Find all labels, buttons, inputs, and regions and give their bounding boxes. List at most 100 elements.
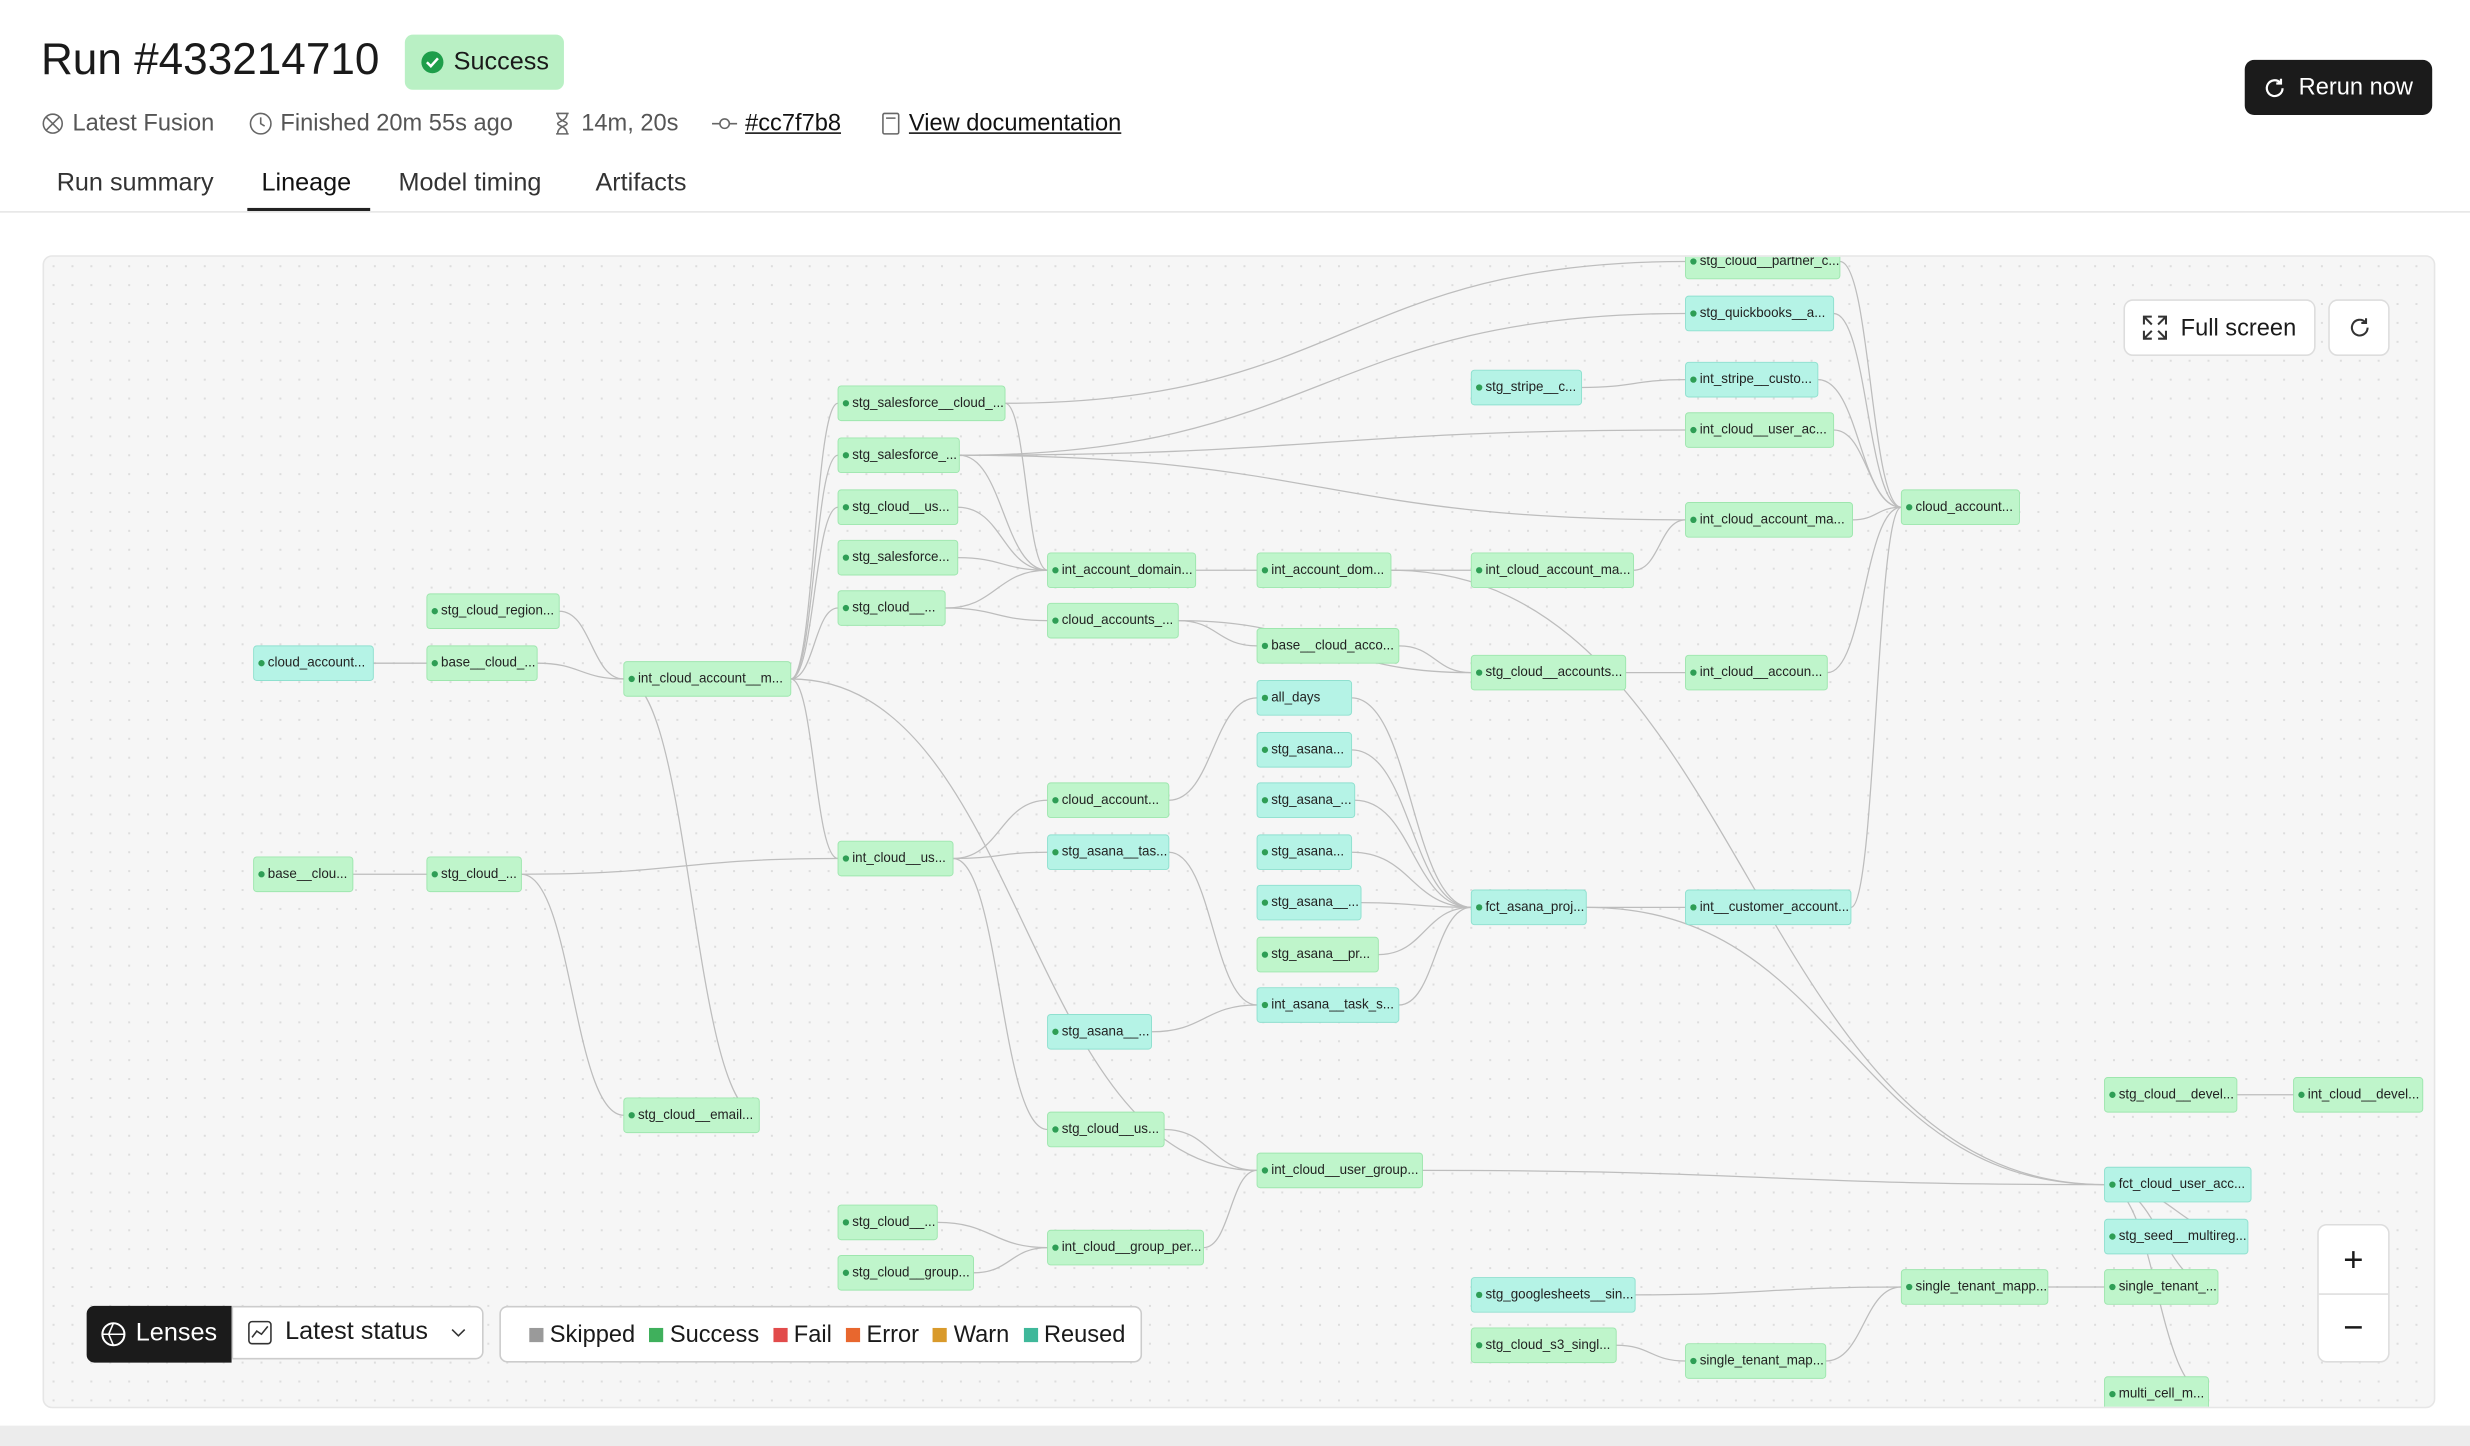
node-label: int_cloud__accoun...	[1700, 664, 1823, 679]
tab-active[interactable]: Lineage	[261, 170, 352, 197]
lineage-node[interactable]: int_cloud_account_ma...	[1470, 552, 1635, 589]
lineage-node[interactable]: fct_cloud_user_acc...	[2104, 1166, 2252, 1203]
lineage-node[interactable]: stg_asana...	[1256, 732, 1353, 768]
lineage-node[interactable]: single_tenant_mapp...	[1900, 1269, 2049, 1305]
lineage-node[interactable]: stg_googlesheets__sin...	[1470, 1277, 1636, 1313]
lens-select[interactable]: Latest status	[231, 1305, 484, 1360]
lineage-node[interactable]: single_tenant_...	[2104, 1269, 2219, 1305]
tab[interactable]: Model timing	[398, 170, 542, 197]
lenses-text: Lenses	[135, 1320, 218, 1347]
lineage-node[interactable]: stg_salesforce__cloud_...	[837, 385, 1006, 422]
lineage-node[interactable]: base__clou...	[253, 856, 354, 893]
lineage-node[interactable]: stg_cloud__...	[837, 1204, 938, 1241]
lineage-node[interactable]: stg_seed__multireg...	[2104, 1218, 2249, 1255]
rerun-button[interactable]: Rerun now	[2244, 59, 2433, 115]
lineage-node[interactable]: int_cloud__user_group...	[1256, 1152, 1423, 1189]
node-box	[1047, 1229, 1204, 1266]
lineage-node[interactable]: cloud_account...	[1900, 489, 2020, 526]
docs-link[interactable]: View documentation	[908, 110, 1122, 138]
edge	[945, 607, 1048, 622]
lineage-node[interactable]: int_cloud_account_ma...	[1685, 502, 1853, 538]
lineage-node[interactable]: int_account_domain...	[1047, 552, 1197, 589]
lineage-node[interactable]: stg_asana_...	[1256, 782, 1356, 819]
lineage-node[interactable]: stg_asana__pr...	[1256, 936, 1379, 973]
legend-label: Warn	[953, 1320, 1010, 1348]
node-box	[1256, 782, 1356, 819]
lineage-node[interactable]: cloud_account...	[1047, 782, 1170, 819]
edge	[1586, 906, 2105, 1186]
node-dot	[842, 604, 850, 612]
node-label: cloud_account...	[1062, 792, 1159, 807]
lineage-node[interactable]: int_cloud__devel...	[2293, 1077, 2424, 1113]
lineage-node[interactable]: stg_stripe__c...	[1470, 369, 1583, 406]
node-label: stg_seed__multireg...	[2119, 1228, 2247, 1243]
tab[interactable]: Run summary	[56, 170, 214, 197]
node-label: int_cloud_account_ma...	[1700, 511, 1845, 526]
lineage-node[interactable]: stg_asana__tas...	[1047, 834, 1170, 871]
lineage-node[interactable]: all_days	[1256, 680, 1353, 716]
node-dot	[1261, 642, 1269, 650]
zoom-out[interactable]: −	[2343, 1307, 2364, 1347]
lineage-node[interactable]: int_stripe__custo...	[1685, 361, 1819, 398]
node-dot	[842, 504, 850, 511]
lineage-node[interactable]: stg_cloud__devel...	[2104, 1077, 2238, 1113]
lineage-canvas[interactable]: stg_cloud__partner_c... stg_quickbooks__a…	[42, 255, 2436, 1409]
lineage-node[interactable]: int_cloud__group_per...	[1047, 1229, 1204, 1266]
node-dot	[1261, 1167, 1269, 1174]
node-label: single_tenant_mapp...	[1916, 1279, 2048, 1294]
node-box	[1685, 361, 1819, 398]
lineage-node[interactable]: cloud_accounts_...	[1047, 602, 1179, 639]
node-box	[1685, 889, 1852, 926]
edge	[1005, 260, 1686, 404]
lineage-node[interactable]: stg_quickbooks__a...	[1685, 295, 1835, 332]
node-label: stg_cloud_s3_singl...	[1485, 1337, 1610, 1352]
lineage-node[interactable]: stg_salesforce_...	[837, 437, 960, 474]
lineage-node[interactable]: stg_cloud__...	[837, 590, 946, 626]
node-dot	[1906, 504, 1913, 511]
lineage-node[interactable]: fct_asana_proj...	[1470, 889, 1587, 926]
lineage-node[interactable]: stg_cloud__email...	[623, 1097, 760, 1134]
node-box	[1047, 834, 1170, 871]
lineage-node[interactable]: stg_asana__...	[1047, 1013, 1152, 1050]
lineage-node[interactable]: int__customer_account...	[1685, 889, 1852, 926]
lineage-node[interactable]: stg_asana__...	[1256, 884, 1362, 921]
node-box	[1047, 552, 1197, 589]
lineage-node[interactable]: base__cloud_acco...	[1256, 628, 1400, 664]
full-screen-button[interactable]: Full screen	[2123, 299, 2316, 357]
refresh-button[interactable]	[2328, 299, 2390, 357]
node-dot	[1261, 567, 1269, 574]
lenses-button[interactable]: Lenses	[86, 1305, 232, 1363]
lineage-node[interactable]: stg_cloud__us...	[1047, 1111, 1165, 1148]
lineage-node[interactable]: stg_salesforce...	[837, 539, 959, 576]
tab[interactable]: Artifacts	[595, 170, 687, 197]
env-icon	[42, 113, 64, 134]
lineage-node[interactable]: stg_asana...	[1256, 834, 1353, 871]
edge	[945, 569, 1048, 609]
legend-swatch	[933, 1327, 948, 1342]
lineage-node[interactable]: multi_cell_m...	[2104, 1376, 2209, 1407]
commit-link[interactable]: #cc7f7b8	[745, 110, 842, 138]
lineage-node[interactable]: single_tenant_map...	[1685, 1343, 1827, 1379]
node-box	[1470, 552, 1635, 589]
lineage-node[interactable]: base__cloud_...	[426, 645, 538, 681]
zoom-in[interactable]: +	[2318, 1226, 2389, 1295]
lineage-node[interactable]: int_account_dom...	[1256, 552, 1392, 589]
lineage-node[interactable]: stg_cloud_s3_singl...	[1470, 1327, 1617, 1364]
status-badge: Success	[404, 34, 565, 90]
lineage-node[interactable]: int_cloud__user_ac...	[1685, 412, 1835, 448]
lineage-node[interactable]: int_asana__task_s...	[1256, 987, 1400, 1023]
lineage-node[interactable]: int_cloud__accoun...	[1685, 654, 1828, 691]
lineage-node[interactable]: stg_cloud__partner_c...	[1685, 256, 1841, 280]
node-label: stg_cloud__email...	[638, 1107, 753, 1122]
lineage-node[interactable]: stg_cloud__accounts...	[1470, 654, 1627, 691]
node-box	[1047, 1013, 1152, 1050]
node-dot	[1476, 1291, 1483, 1299]
lineage-node[interactable]: stg_cloud_region...	[426, 593, 560, 630]
node-box	[1256, 834, 1353, 871]
lineage-node[interactable]: stg_cloud__us...	[837, 489, 959, 526]
lineage-node[interactable]: int_cloud_account__m...	[623, 661, 792, 697]
lineage-node[interactable]: stg_cloud__group...	[837, 1255, 974, 1291]
lineage-node[interactable]: int_cloud__us...	[837, 840, 954, 877]
lineage-node[interactable]: stg_cloud_...	[426, 856, 522, 893]
lineage-node[interactable]: cloud_account...	[253, 645, 374, 681]
